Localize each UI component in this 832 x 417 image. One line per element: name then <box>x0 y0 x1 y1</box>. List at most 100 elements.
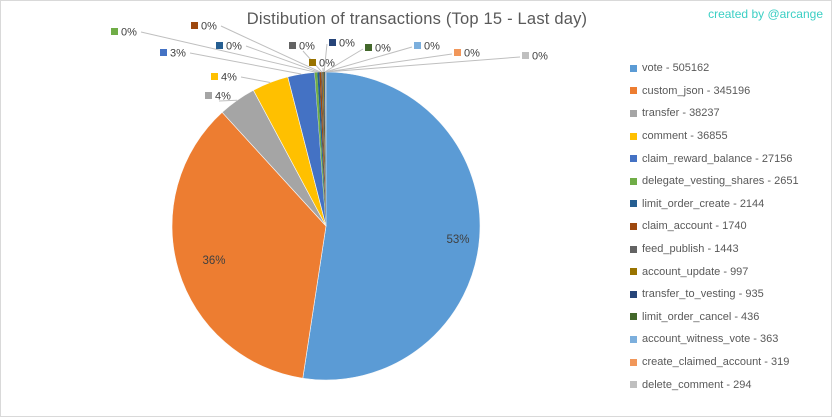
pie-label-delegate_vesting_shares: 0% <box>121 27 137 39</box>
legend-swatch-create_claimed_account <box>630 358 637 366</box>
pie-slice-limit_order_create <box>317 72 326 226</box>
leader-line-transfer <box>218 99 238 102</box>
legend-label-feed_publish: feed_publish - 1443 <box>642 243 739 256</box>
legend-swatch-transfer <box>630 109 637 117</box>
legend-item-account_witness_vote: account_witness_vote - 363 <box>630 328 830 351</box>
label-swatch-delete_comment <box>522 52 529 59</box>
legend-label-claim_account: claim_account - 1740 <box>642 220 747 233</box>
legend-label-limit_order_create: limit_order_create - 2144 <box>642 197 765 210</box>
legend-label-account_update: account_update - 997 <box>642 265 749 278</box>
legend-label-claim_reward_balance: claim_reward_balance - 27156 <box>642 152 793 165</box>
pie-slice-account_witness_vote <box>325 71 326 226</box>
leader-line-limit_order_create <box>245 45 319 73</box>
legend-label-custom_json: custom_json - 345196 <box>642 84 751 97</box>
pie-slice-account_update <box>322 72 326 227</box>
credit-text: created by @arcange <box>708 7 823 21</box>
label-swatch-transfer <box>205 92 212 99</box>
label-swatch-account_witness_vote <box>414 42 421 49</box>
legend-swatch-limit_order_create <box>630 200 637 208</box>
pie-label-claim_account: 0% <box>201 21 217 33</box>
legend-item-transfer: transfer - 38237 <box>630 102 830 125</box>
legend-label-vote: vote - 505162 <box>642 62 710 75</box>
legend-item-vote: vote - 505162 <box>630 57 830 80</box>
pie-label-transfer: 4% <box>215 91 231 103</box>
legend-swatch-custom_json <box>630 87 637 95</box>
legend-item-claim_account: claim_account - 1740 <box>630 215 830 238</box>
legend-label-create_claimed_account: create_claimed_account - 319 <box>642 356 790 369</box>
legend-item-claim_reward_balance: claim_reward_balance - 27156 <box>630 147 830 170</box>
legend-item-account_update: account_update - 997 <box>630 260 830 283</box>
leader-line-create_claimed_account <box>325 53 453 73</box>
pie-label-feed_publish: 0% <box>299 41 315 53</box>
pie-slice-transfer_to_vesting <box>323 72 326 226</box>
legend-swatch-claim_account <box>630 222 637 230</box>
legend-swatch-account_witness_vote <box>630 335 637 343</box>
pie-label-transfer_to_vesting: 0% <box>339 38 355 50</box>
legend-item-comment: comment - 36855 <box>630 125 830 148</box>
leader-line-claim_reward_balance <box>189 52 302 75</box>
legend-swatch-comment <box>630 132 637 140</box>
label-swatch-transfer_to_vesting <box>329 39 336 46</box>
pie-slice-delegate_vesting_shares <box>314 72 326 226</box>
pie-label-custom_json: 36% <box>202 255 225 267</box>
leader-line-comment <box>240 76 271 83</box>
pie-label-account_update: 0% <box>319 58 335 70</box>
legend-label-comment: comment - 36855 <box>642 130 728 143</box>
legend-item-feed_publish: feed_publish - 1443 <box>630 238 830 261</box>
legend-swatch-transfer_to_vesting <box>630 290 637 298</box>
legend-item-transfer_to_vesting: transfer_to_vesting - 935 <box>630 283 830 306</box>
leader-line-limit_order_cancel <box>324 48 364 73</box>
leader-line-delegate_vesting_shares <box>140 31 317 73</box>
legend-item-create_claimed_account: create_claimed_account - 319 <box>630 351 830 374</box>
label-swatch-limit_order_create <box>216 42 223 49</box>
legend-swatch-delete_comment <box>630 381 637 389</box>
legend-item-delegate_vesting_shares: delegate_vesting_shares - 2651 <box>630 170 830 193</box>
legend-label-transfer: transfer - 38237 <box>642 107 720 120</box>
pie-label-claim_reward_balance: 3% <box>170 48 186 60</box>
pie-slice-claim_account <box>319 72 326 226</box>
pie-label-account_witness_vote: 0% <box>424 41 440 53</box>
pie-slice-limit_order_cancel <box>324 72 326 226</box>
leader-line-account_witness_vote <box>325 46 413 73</box>
legend-item-delete_comment: delete_comment - 294 <box>630 373 830 396</box>
chart-title: Distibution of transactions (Top 15 - La… <box>246 10 588 28</box>
label-swatch-create_claimed_account <box>454 49 461 56</box>
legend-item-limit_order_create: limit_order_create - 2144 <box>630 193 830 216</box>
leader-line-transfer_to_vesting <box>323 43 328 73</box>
legend-label-account_witness_vote: account_witness_vote - 363 <box>642 333 779 346</box>
label-swatch-claim_account <box>191 22 198 29</box>
legend-label-delete_comment: delete_comment - 294 <box>642 378 752 391</box>
leader-line-delete_comment <box>325 56 521 73</box>
pie-slice-create_claimed_account <box>325 71 326 226</box>
legend-label-transfer_to_vesting: transfer_to_vesting - 935 <box>642 288 764 301</box>
pie-label-vote: 53% <box>446 234 469 246</box>
pie-label-limit_order_cancel: 0% <box>375 43 391 55</box>
legend-swatch-limit_order_cancel <box>630 313 637 321</box>
legend-item-limit_order_cancel: limit_order_cancel - 436 <box>630 306 830 329</box>
pie-label-limit_order_create: 0% <box>226 41 242 53</box>
label-swatch-delegate_vesting_shares <box>111 28 118 35</box>
pie-slice-feed_publish <box>321 72 326 226</box>
legend-label-delegate_vesting_shares: delegate_vesting_shares - 2651 <box>642 175 799 188</box>
pie-label-delete_comment: 0% <box>532 51 548 63</box>
legend-swatch-account_update <box>630 268 637 276</box>
leader-line-claim_account <box>220 25 321 73</box>
legend-label-limit_order_cancel: limit_order_cancel - 436 <box>642 310 760 323</box>
pie-slice-vote <box>302 71 481 381</box>
chart-legend: vote - 505162 custom_json - 345196 transfe… <box>630 57 830 396</box>
pie-label-comment: 4% <box>221 72 237 84</box>
legend-swatch-claim_reward_balance <box>630 155 637 163</box>
legend-swatch-delegate_vesting_shares <box>630 177 637 185</box>
pie-slice-custom_json <box>171 111 327 379</box>
label-swatch-account_update <box>309 59 316 66</box>
legend-swatch-feed_publish <box>630 245 637 253</box>
pie-label-create_claimed_account: 0% <box>464 48 480 60</box>
label-swatch-feed_publish <box>289 42 296 49</box>
label-swatch-claim_reward_balance <box>160 49 167 56</box>
legend-item-custom_json: custom_json - 345196 <box>630 80 830 103</box>
legend-swatch-vote <box>630 64 637 72</box>
label-swatch-comment <box>211 73 218 80</box>
label-swatch-limit_order_cancel <box>365 44 372 51</box>
